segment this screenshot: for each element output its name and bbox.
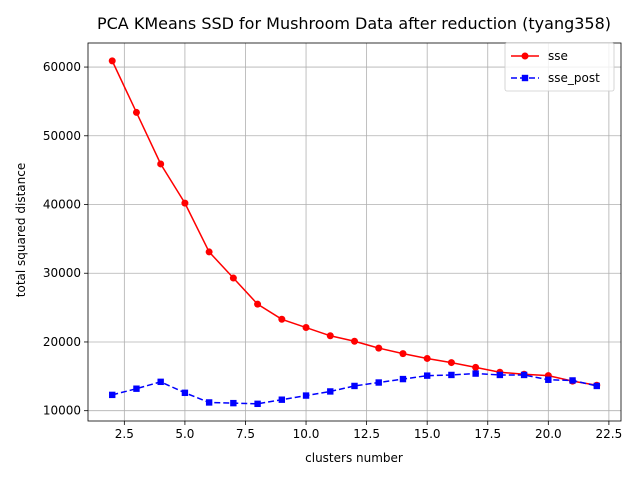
data-point-sse_post <box>423 372 431 379</box>
data-point-sse_post <box>181 389 189 397</box>
y-tick-label: 30000 <box>43 266 81 280</box>
data-point-sse_post <box>399 375 407 383</box>
data-point-sse_post <box>157 378 164 386</box>
data-point-sse <box>447 359 455 367</box>
data-point-sse <box>423 354 431 362</box>
data-point-sse_post <box>351 382 358 390</box>
data-point-sse_post <box>254 400 261 408</box>
data-point-sse_post <box>302 392 310 399</box>
data-point-sse <box>157 160 165 168</box>
x-tick-label: 2.5 <box>115 427 134 441</box>
data-point-sse_post <box>496 371 504 379</box>
data-point-sse <box>326 332 334 340</box>
legend-marker-sse_post <box>521 74 529 82</box>
data-point-sse <box>302 324 310 332</box>
x-tick-label: 22.5 <box>596 427 623 441</box>
data-point-sse <box>132 108 140 116</box>
x-tick-label: 7.5 <box>236 427 255 441</box>
data-point-sse_post <box>545 376 552 383</box>
legend-marker-sse <box>521 52 529 60</box>
plot-frame <box>87 42 622 422</box>
chart-title: PCA KMeans SSD for Mushroom Data after r… <box>97 14 611 33</box>
legend-entry-sse_post: sse_post <box>511 71 600 85</box>
x-tick-label: 17.5 <box>474 427 501 441</box>
data-point-sse_post <box>375 379 382 386</box>
data-point-sse <box>205 248 213 256</box>
axes: 2.5 5.0 7.5 10.0 12.5 15.0 17.5 20.0 22.5 10000 20… <box>43 42 623 441</box>
series-line-sse_post <box>112 372 597 405</box>
data-series <box>108 57 601 408</box>
x-tick-label: 20.0 <box>535 427 562 441</box>
data-point-sse_post <box>133 385 140 392</box>
data-point-sse <box>108 57 116 65</box>
data-point-sse_post <box>327 388 334 395</box>
x-tick-label: 5.0 <box>175 427 194 441</box>
y-tick-label: 50000 <box>43 129 81 143</box>
y-tick-label: 10000 <box>43 404 81 418</box>
legend-label-sse_post: sse_post <box>548 71 600 85</box>
y-tick-label: 60000 <box>43 60 81 74</box>
data-point-sse_post <box>569 377 576 384</box>
y-axis-label: total squared distance <box>14 163 28 297</box>
data-point-sse_post <box>205 399 213 406</box>
data-point-sse_post <box>472 370 479 377</box>
series-sse_post <box>109 370 600 408</box>
data-point-sse_post <box>593 382 600 390</box>
data-point-sse <box>254 300 262 308</box>
data-point-sse_post <box>520 371 528 379</box>
data-point-sse_post <box>109 391 116 399</box>
data-point-sse_post <box>230 399 237 407</box>
x-tick-label: 12.5 <box>353 427 380 441</box>
legend-label-sse: sse <box>548 49 568 63</box>
data-point-sse <box>181 199 189 207</box>
data-point-sse_post <box>448 371 455 379</box>
data-point-sse <box>375 344 383 352</box>
data-point-sse <box>229 274 237 282</box>
legend-box <box>504 42 615 92</box>
legend: sse sse_post <box>504 42 615 92</box>
x-axis-label: clusters number <box>305 451 403 465</box>
y-tick-label: 20000 <box>43 335 81 349</box>
data-point-sse <box>472 363 480 371</box>
data-point-sse <box>351 337 358 345</box>
x-tick-label: 10.0 <box>293 427 320 441</box>
data-point-sse <box>278 315 286 323</box>
legend-entry-sse: sse <box>511 49 568 63</box>
x-tick-label: 15.0 <box>414 427 441 441</box>
y-tick-label: 40000 <box>43 198 81 212</box>
data-point-sse_post <box>278 396 286 403</box>
data-point-sse <box>399 350 407 358</box>
